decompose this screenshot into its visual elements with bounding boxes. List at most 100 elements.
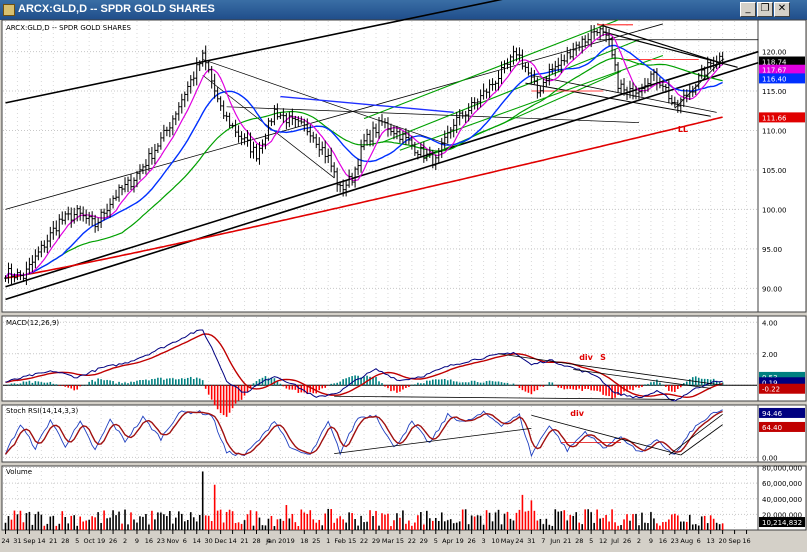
price-bar [661, 80, 665, 92]
x-tick-label: 5 [589, 537, 593, 545]
price-bar [302, 118, 306, 132]
price-bar [532, 69, 536, 85]
x-tick-label: Oct [84, 537, 96, 545]
price-bar [90, 211, 94, 226]
price-bar [219, 96, 223, 111]
last-value-tag [759, 517, 805, 528]
price-bar [455, 111, 459, 134]
x-tick-label: 16 [742, 537, 750, 545]
price-bar [353, 166, 357, 188]
x-tick-label: 9 [135, 537, 139, 545]
trendline [602, 31, 738, 68]
price-bar [93, 214, 97, 233]
y-tick-label: 80,000,000 [762, 465, 802, 473]
price-bar [500, 61, 504, 85]
x-tick-label: 14 [193, 537, 201, 545]
trendline [5, 0, 503, 104]
price-bar [485, 88, 489, 99]
x-tick-label: 19 [97, 537, 105, 545]
last-value-label: -0.22 [762, 386, 780, 394]
trendline [5, 23, 663, 210]
stoch-trendline [680, 424, 723, 456]
price-bar [649, 71, 653, 87]
restore-button[interactable]: ❐ [757, 2, 773, 17]
price-bar [679, 97, 683, 114]
x-tick-label: 20 [718, 537, 726, 545]
price-bar [541, 78, 545, 94]
price-bar [601, 23, 605, 37]
x-tick-label: 6 [697, 537, 701, 545]
price-bar [508, 54, 512, 72]
x-tick-label: 9 [649, 537, 653, 545]
price-bar [234, 119, 238, 138]
minimize-button[interactable]: _ [740, 2, 756, 17]
price-bar [249, 132, 253, 159]
last-value-tag [759, 421, 805, 432]
price-bar [449, 127, 453, 139]
x-tick-label: 10 [491, 537, 499, 545]
price-bar [189, 75, 193, 94]
trendline [202, 59, 454, 147]
x-tick-label: Nov [166, 537, 179, 545]
x-tick-label: 5 [434, 537, 438, 545]
price-bar [207, 60, 211, 73]
price-bar [183, 91, 187, 108]
price-bar [335, 167, 339, 192]
price-bar [443, 130, 447, 149]
price-bar [673, 96, 677, 108]
price-bar [120, 184, 124, 196]
price-bar [565, 46, 569, 64]
price-bar [165, 126, 169, 137]
x-tick-label: 1 [326, 537, 330, 545]
price-bar [243, 133, 247, 145]
last-value-label: 116.40 [762, 75, 787, 83]
price-bar [174, 111, 178, 126]
price-bar [36, 246, 40, 261]
price-bar [589, 25, 593, 48]
price-bar [180, 93, 184, 114]
price-bar [431, 149, 435, 169]
price-bar [628, 80, 632, 99]
price-bar [123, 177, 127, 193]
last-value-label: 10,214,832 [762, 519, 802, 527]
price-bar [526, 62, 530, 76]
price-bar [553, 60, 557, 77]
price-bar [697, 72, 701, 89]
price-bar [186, 81, 190, 102]
last-value-tag [759, 112, 805, 123]
price-bar [30, 255, 34, 273]
price-bar [416, 150, 420, 160]
trendline [226, 106, 639, 123]
price-panel-title: ARCX:GLD,D -- SPDR GOLD SHARES [6, 24, 132, 32]
ma-mid-line [4, 44, 723, 279]
x-tick-label: 23 [671, 537, 679, 545]
price-bar [491, 78, 495, 91]
close-button[interactable]: ✕ [774, 2, 790, 17]
price-bar [287, 111, 291, 128]
price-bar [347, 169, 351, 188]
price-bar [111, 195, 115, 209]
y-tick-label: 4.00 [762, 319, 778, 327]
price-bar [269, 118, 273, 127]
price-bar [514, 47, 518, 62]
price-bar [473, 97, 477, 110]
price-bar [81, 206, 85, 222]
price-bar [598, 26, 602, 41]
trendline [596, 23, 723, 64]
x-tick-label: 28 [575, 537, 583, 545]
price-bar [231, 122, 235, 129]
x-tick-label: Aug [680, 537, 693, 545]
x-tick-label: Sep [728, 537, 740, 545]
x-tick-label: 16 [659, 537, 667, 545]
last-value-tag [759, 64, 805, 75]
last-value-label: 118.74 [762, 59, 787, 67]
price-bar [383, 118, 387, 129]
price-bar [9, 263, 13, 285]
price-bar [392, 125, 396, 140]
price-bar [550, 63, 554, 75]
price-bar [422, 141, 426, 163]
y-tick-label: 20,000,000 [762, 511, 802, 519]
price-bar [464, 110, 468, 123]
price-bar [667, 80, 671, 104]
